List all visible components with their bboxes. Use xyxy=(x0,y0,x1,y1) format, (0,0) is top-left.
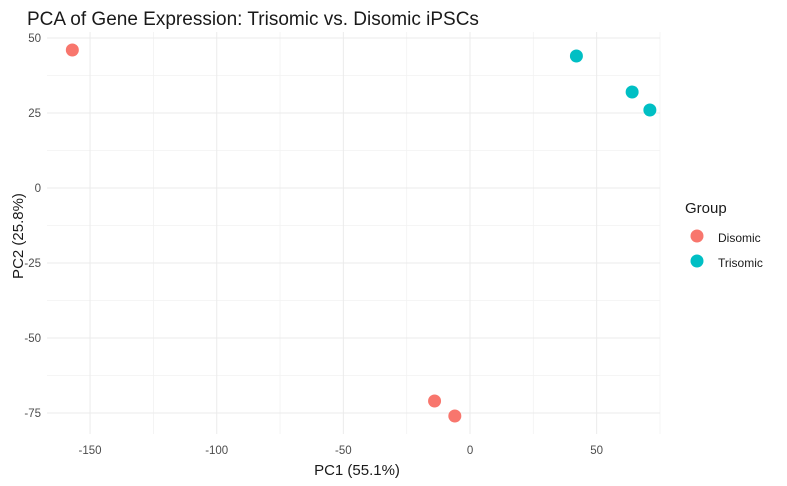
y-tick-label: -75 xyxy=(24,408,41,420)
x-tick-label: -50 xyxy=(335,445,352,457)
legend-label-trisomic: Trisomic xyxy=(718,256,763,270)
x-tick-label: -100 xyxy=(205,445,228,457)
y-tick-label: 50 xyxy=(28,33,41,45)
x-axis-title: PC1 (55.1%) xyxy=(314,462,400,479)
legend-title: Group xyxy=(685,200,727,217)
y-tick-label: -50 xyxy=(24,333,41,345)
chart-title: PCA of Gene Expression: Trisomic vs. Dis… xyxy=(27,9,479,30)
grid xyxy=(47,32,661,434)
x-tick-labels: -150 -100 -50 0 50 xyxy=(79,445,604,457)
legend: Group Disomic Trisomic xyxy=(685,200,763,270)
x-tick-label: 50 xyxy=(590,445,603,457)
point-trisomic xyxy=(625,85,639,99)
point-disomic xyxy=(65,43,79,57)
y-axis-title: PC2 (25.8%) xyxy=(10,193,27,279)
x-tick-label: -150 xyxy=(79,445,102,457)
legend-key-disomic xyxy=(690,229,704,243)
point-trisomic xyxy=(643,103,657,117)
legend-key-trisomic xyxy=(690,254,704,268)
data-points xyxy=(65,43,657,423)
y-tick-label: 25 xyxy=(28,108,41,120)
legend-label-disomic: Disomic xyxy=(718,231,761,245)
y-tick-labels: 50 25 0 -25 -50 -75 xyxy=(24,33,41,420)
y-tick-label: 0 xyxy=(35,183,41,195)
point-disomic xyxy=(428,394,442,408)
y-tick-label: -25 xyxy=(24,258,41,270)
point-trisomic xyxy=(569,49,583,63)
point-disomic xyxy=(448,409,462,423)
x-tick-label: 0 xyxy=(467,445,473,457)
